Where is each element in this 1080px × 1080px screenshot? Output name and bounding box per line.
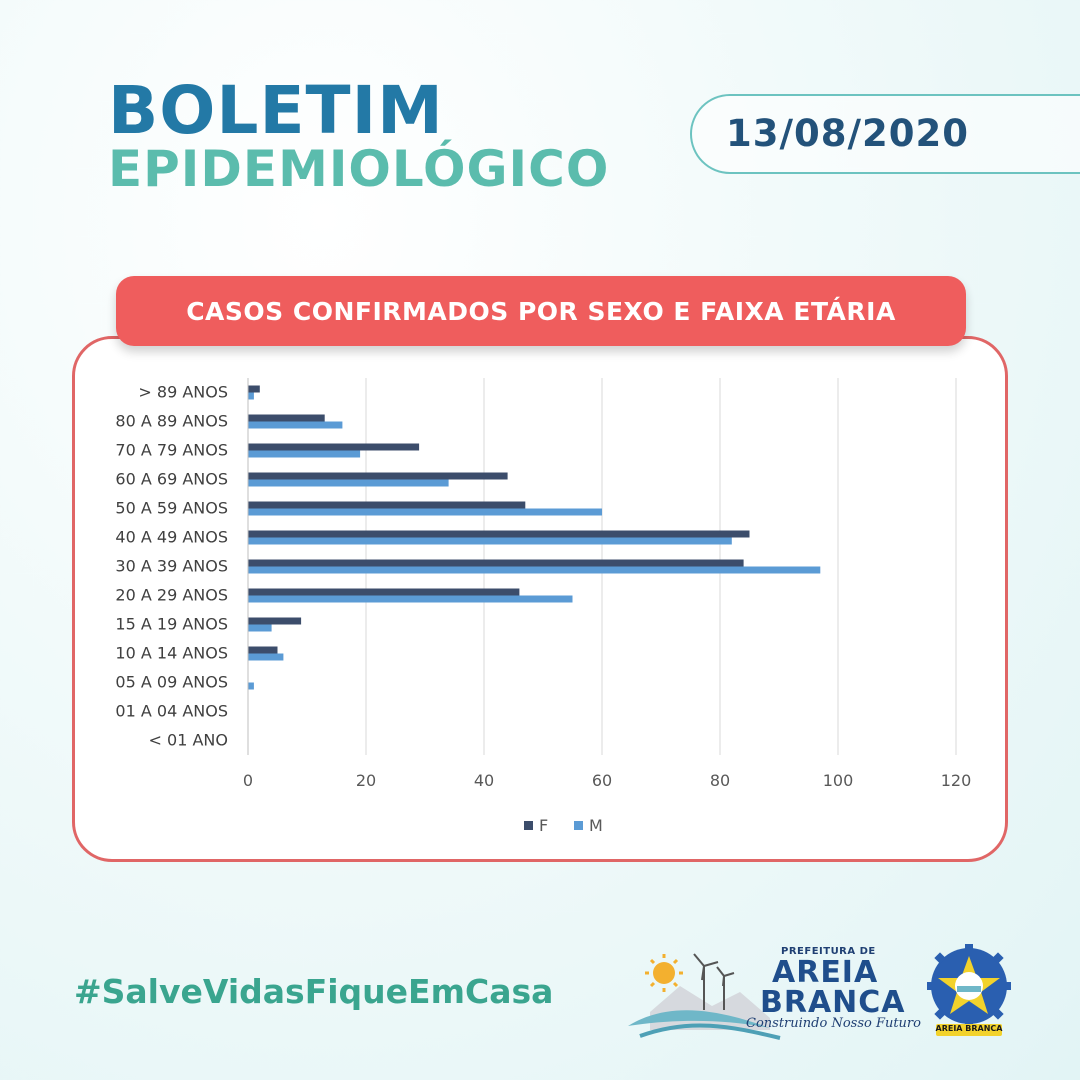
logo-prefeitura-text: PREFEITURA DE bbox=[781, 946, 876, 957]
legend-swatch-m bbox=[574, 821, 583, 830]
y-category-label: 50 A 59 ANOS bbox=[115, 499, 228, 518]
bar-m bbox=[248, 537, 732, 545]
x-tick-label: 0 bbox=[243, 771, 253, 790]
x-tick-label: 60 bbox=[592, 771, 612, 790]
date-box bbox=[690, 94, 1080, 174]
bar-f bbox=[248, 414, 325, 422]
bar-m bbox=[248, 624, 272, 632]
bar-f bbox=[248, 588, 520, 596]
title-boletim: BOLETIM bbox=[108, 72, 444, 149]
bar-f bbox=[248, 559, 744, 567]
logo-areia-text: AREIA bbox=[772, 955, 879, 990]
y-category-label: 60 A 69 ANOS bbox=[115, 470, 228, 489]
y-category-label: 40 A 49 ANOS bbox=[115, 528, 228, 547]
bar-m bbox=[248, 421, 343, 429]
y-category-label: > 89 ANOS bbox=[138, 383, 228, 402]
city-seal-icon bbox=[927, 944, 1011, 1036]
bar-f bbox=[248, 385, 260, 393]
bar-f bbox=[248, 472, 508, 480]
legend-swatch-f bbox=[524, 821, 533, 830]
y-category-label: 80 A 89 ANOS bbox=[115, 412, 228, 431]
age-sex-bar-chart: 0 20 40 60 80 100 120 > 89 ANOS 80 A 89 ANOS 70 A… bbox=[115, 378, 972, 835]
bar-m bbox=[248, 653, 284, 661]
bar-m bbox=[248, 479, 449, 487]
date-text: 13/08/2020 bbox=[726, 112, 969, 155]
y-category-label: 15 A 19 ANOS bbox=[115, 615, 228, 634]
logo-branca-text: BRANCA bbox=[760, 985, 906, 1020]
bar-f bbox=[248, 530, 750, 538]
x-tick-label: 100 bbox=[823, 771, 854, 790]
bar-f bbox=[248, 646, 278, 654]
logo-slogan-text: Construindo Nosso Futuro bbox=[746, 1016, 921, 1031]
areia-branca-logo-icon bbox=[628, 953, 781, 1040]
bar-m bbox=[248, 450, 361, 458]
bar-f bbox=[248, 617, 302, 625]
legend-label-m: M bbox=[589, 816, 603, 835]
bar-m bbox=[248, 566, 821, 574]
chart-header: CASOS CONFIRMADOS POR SEXO E FAIXA ETÁRI… bbox=[116, 276, 966, 346]
y-category-label: 20 A 29 ANOS bbox=[115, 586, 228, 605]
hashtag: #SalveVidasFiqueEmCasa bbox=[74, 972, 554, 1011]
chart-header-text: CASOS CONFIRMADOS POR SEXO E FAIXA ETÁRI… bbox=[186, 296, 896, 326]
title-epidemiologico: EPIDEMIOLÓGICO bbox=[108, 140, 610, 198]
x-tick-label: 40 bbox=[474, 771, 494, 790]
y-category-label: 70 A 79 ANOS bbox=[115, 441, 228, 460]
y-category-label: < 01 ANO bbox=[149, 731, 228, 750]
y-category-label: 10 A 14 ANOS bbox=[115, 644, 228, 663]
x-tick-label: 120 bbox=[941, 771, 972, 790]
y-category-label: 30 A 39 ANOS bbox=[115, 557, 228, 576]
bar-m bbox=[248, 392, 254, 400]
bar-m bbox=[248, 595, 573, 603]
bar-f bbox=[248, 443, 420, 451]
legend-label-f: F bbox=[539, 816, 548, 835]
seal-label: AREIA BRANCA bbox=[935, 1024, 1003, 1033]
y-category-label: 05 A 09 ANOS bbox=[115, 673, 228, 692]
y-category-label: 01 A 04 ANOS bbox=[115, 702, 228, 721]
x-tick-label: 80 bbox=[710, 771, 730, 790]
x-tick-label: 20 bbox=[356, 771, 376, 790]
bar-m bbox=[248, 682, 254, 690]
bar-m bbox=[248, 508, 602, 516]
bar-f bbox=[248, 501, 526, 509]
